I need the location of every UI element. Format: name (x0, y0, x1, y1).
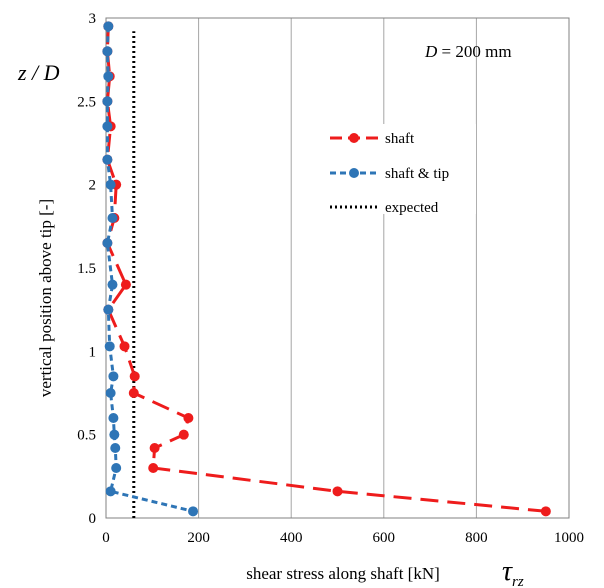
data-point (129, 371, 140, 382)
legend-item-shaft-tip: shaft & tip (330, 166, 449, 182)
x-symbol-base: τ (502, 556, 513, 587)
data-point (102, 46, 113, 57)
data-point (102, 121, 113, 132)
data-point (102, 96, 113, 107)
y-tick-labels: 0 0.5 1 1.5 2 2.5 3 (77, 11, 96, 527)
data-point (105, 388, 116, 398)
data-point (183, 413, 194, 423)
data-point (108, 413, 119, 423)
data-point (103, 304, 114, 315)
y-tick-label: 0.5 (77, 428, 96, 444)
data-point (102, 238, 113, 248)
series-line (105, 26, 546, 513)
legend-item-shaft: shaft (330, 131, 415, 147)
x-tick-label: 600 (373, 530, 396, 546)
data-point (148, 463, 159, 473)
data-point (110, 443, 121, 453)
x-tick-label: 1000 (554, 530, 584, 546)
x-tick-label: 800 (465, 530, 488, 546)
data-point (188, 506, 199, 517)
x-symbol: τrz (502, 556, 524, 588)
data-point (332, 486, 343, 497)
legend-label-shaft: shaft (385, 131, 415, 147)
x-symbol-sub: rz (512, 574, 524, 588)
data-point (105, 486, 116, 497)
data-point (103, 21, 114, 32)
series-layer (102, 21, 551, 518)
x-tick-labels: 0 200 400 600 800 1000 (102, 530, 584, 546)
series-shaft (102, 21, 551, 517)
x-tick-label: 0 (102, 530, 110, 546)
grid (198, 18, 477, 518)
y-tick-label: 2.5 (77, 94, 96, 110)
data-point (178, 429, 189, 440)
x-tick-label: 400 (280, 530, 303, 546)
y-tick-label: 0 (89, 511, 97, 527)
data-point (105, 179, 116, 190)
corner-label: z / D (17, 60, 60, 85)
data-point (111, 463, 122, 473)
data-point (540, 506, 551, 517)
data-point (120, 279, 131, 290)
annotation-eq: = 200 mm (437, 42, 511, 61)
data-point (108, 371, 119, 382)
data-point (104, 341, 115, 352)
y-tick-label: 2 (89, 178, 97, 194)
y-axis-label: vertical position above tip [-] (36, 199, 55, 397)
y-tick-label: 1.5 (77, 261, 96, 277)
y-tick-label: 3 (89, 11, 97, 27)
plot-frame (105, 17, 570, 519)
annotation-var: D (424, 42, 438, 61)
legend-label-shaft-tip: shaft & tip (385, 166, 449, 182)
legend: shaft shaft & tip expected (326, 124, 476, 216)
x-axis-label: shear stress along shaft [kN] (246, 564, 440, 583)
legend-item-expected: expected (330, 200, 439, 216)
x-tick-label: 200 (187, 530, 210, 546)
data-point (103, 71, 114, 82)
annotation: D = 200 mm (424, 42, 512, 61)
data-point (107, 213, 118, 223)
data-point (119, 341, 130, 352)
data-point (107, 279, 118, 290)
data-point (128, 388, 139, 398)
data-point (109, 429, 120, 440)
data-point (102, 154, 113, 165)
series-shaft-tip (102, 21, 199, 517)
data-point (149, 443, 160, 453)
y-tick-label: 1 (89, 344, 97, 360)
legend-label-expected: expected (385, 200, 439, 216)
